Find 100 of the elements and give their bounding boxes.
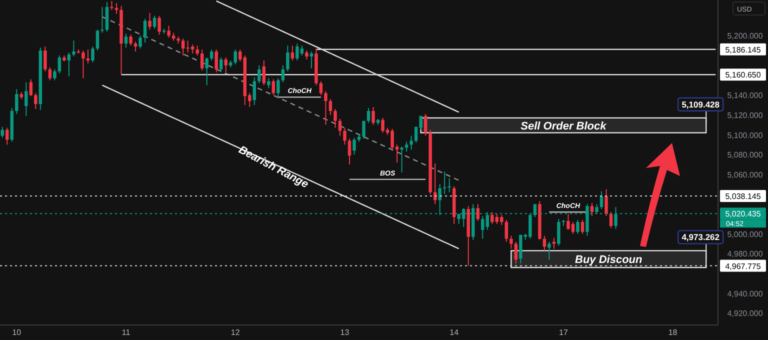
candlestick [29, 78, 33, 97]
candlestick [286, 45, 290, 72]
candlestick [138, 35, 142, 50]
candlestick [366, 108, 370, 124]
candlestick [514, 241, 518, 264]
x-tick-label: 13 [340, 328, 350, 337]
band-label: Sell Order Block [520, 120, 608, 132]
candlestick [67, 52, 71, 77]
candlestick [576, 219, 580, 234]
candlestick [442, 170, 446, 195]
candlestick [552, 237, 556, 250]
candlestick [205, 56, 208, 86]
x-tick-label: 11 [122, 328, 131, 337]
candlestick [404, 141, 408, 152]
candlestick [400, 146, 404, 173]
ref-line-label: 5,038.145 [725, 192, 762, 202]
candlestick [158, 15, 161, 36]
candlestick [200, 49, 204, 71]
candlestick [105, 1, 109, 32]
y-tick-label: 4,980.000 [727, 250, 764, 259]
band-label: Buy Discoun [575, 254, 643, 266]
candlestick [91, 46, 94, 63]
y-tick-label: 4,920.000 [727, 309, 764, 318]
candlestick [219, 56, 223, 72]
candlestick [272, 78, 276, 96]
candlestick [210, 49, 214, 61]
text: 5,160.650 [725, 70, 762, 80]
y-tick-label: 5,000.000 [727, 230, 764, 239]
candlestick [324, 90, 328, 126]
candlestick [238, 49, 242, 62]
candlestick [234, 49, 237, 65]
y-tick-label: 5,080.000 [727, 150, 764, 160]
ref-line-label: 5,020.435 [725, 210, 762, 219]
candlestick [481, 216, 484, 240]
candlestick [476, 204, 480, 222]
candlestick [152, 15, 156, 30]
candlestick [58, 54, 62, 74]
candlestick [338, 118, 342, 136]
candlestick [72, 40, 76, 57]
candlestick [281, 64, 285, 83]
candlestick [352, 137, 356, 156]
candlestick [290, 45, 294, 61]
candlestick [82, 50, 85, 79]
candlestick [44, 46, 47, 72]
candlestick [134, 41, 138, 52]
candlestick [343, 127, 346, 146]
text: 5,186.145 [725, 45, 762, 54]
candlestick [34, 92, 38, 110]
candlestick [319, 80, 323, 96]
candlestick [410, 135, 413, 150]
candlestick [114, 2, 118, 14]
candlestick [580, 219, 584, 234]
candlestick [504, 219, 508, 242]
annotation: 5,109.428 [682, 99, 720, 110]
candlestick [267, 78, 270, 89]
candlestick [262, 60, 266, 86]
candlestick [224, 56, 228, 73]
candlestick [24, 82, 28, 116]
y-tick-label: 5,120.000 [727, 110, 764, 120]
candlestick [334, 108, 337, 128]
candlestick [258, 64, 261, 84]
candlestick [15, 88, 18, 114]
candlestick [372, 106, 375, 126]
candlestick [548, 241, 551, 260]
candlestick [124, 33, 128, 48]
candlestick [424, 113, 428, 136]
candlestick [600, 190, 604, 210]
candlestick [196, 45, 199, 56]
candlestick [310, 51, 314, 69]
candlestick [557, 218, 560, 246]
candlestick [214, 49, 218, 73]
candlestick [590, 202, 594, 217]
candlestick [48, 66, 52, 81]
candlestick [100, 6, 104, 34]
ref-line-label: 4,967.775 [725, 262, 762, 271]
x-tick-label: 17 [559, 328, 568, 337]
candlestick [86, 49, 90, 64]
candlestick [328, 98, 332, 116]
x-tick-label: 10 [12, 328, 22, 337]
candlestick [348, 138, 352, 165]
candlestick [276, 78, 280, 98]
y-tick-label: 5,100.000 [727, 130, 764, 140]
candlestick [609, 212, 613, 228]
y-tick-label: 5,140.000 [727, 91, 764, 100]
candlestick [362, 120, 366, 140]
candlestick [252, 76, 256, 106]
x-tick-label: 14 [450, 328, 460, 337]
candlestick [448, 178, 451, 193]
candlestick [53, 68, 56, 81]
candlestick [148, 12, 152, 30]
y-tick-label: 5,200.000 [727, 32, 764, 41]
x-tick-label: 18 [668, 328, 678, 337]
candlestick [167, 25, 170, 38]
candlestick [129, 34, 132, 46]
y-tick-label: 5,060.000 [727, 170, 764, 180]
candlestick [510, 235, 513, 250]
y-tick-label: 4,940.000 [727, 289, 764, 298]
candlestick [143, 18, 147, 44]
candlestick [96, 29, 100, 52]
candlestick [604, 188, 608, 217]
